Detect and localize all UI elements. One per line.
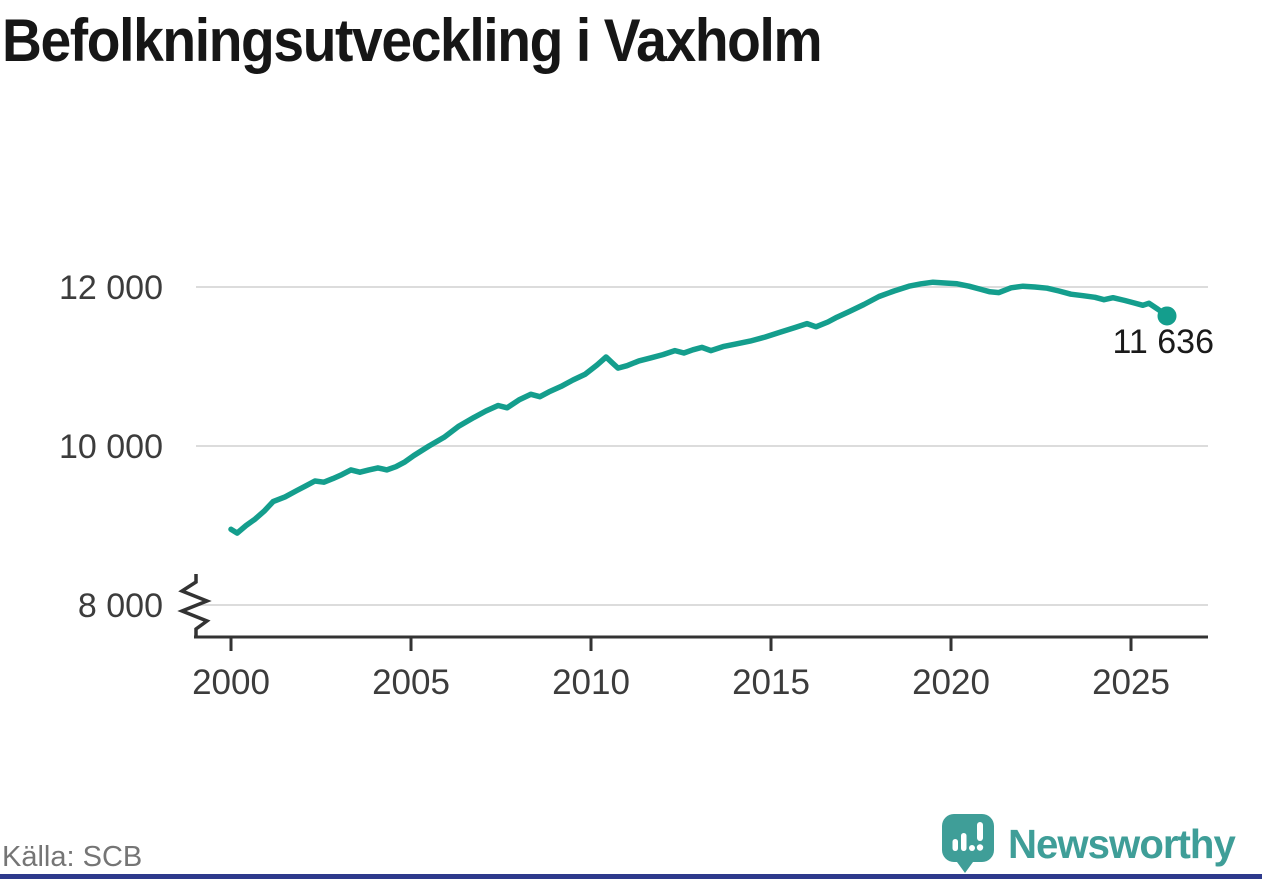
y-tick-label: 12 000 — [59, 269, 163, 307]
exclamation-dot — [976, 844, 984, 851]
x-tick-label: 2000 — [192, 663, 270, 702]
y-tick-label: 8 000 — [78, 587, 163, 625]
x-tick-label: 2010 — [552, 663, 630, 702]
source-note: Källa: SCB — [2, 841, 143, 873]
newsworthy-brand: Newsworthy — [942, 814, 1240, 875]
speech-bubble-shape — [942, 814, 994, 873]
newsworthy-wordmark: Newsworthy — [1008, 821, 1236, 867]
y-tick-label: 10 000 — [59, 428, 163, 466]
bottom-accent-bar — [0, 874, 1262, 879]
population-line — [228, 279, 1170, 536]
x-tick-label: 2025 — [1092, 663, 1170, 702]
bar-short — [952, 839, 958, 851]
exclamation-bar — [977, 822, 983, 841]
end-point-dot — [1157, 306, 1177, 326]
axis-break-icon — [177, 574, 212, 637]
bar-dot — [969, 845, 975, 851]
x-tick-label: 2005 — [372, 663, 450, 702]
x-tick-label: 2015 — [732, 663, 810, 702]
bar-tall — [961, 833, 967, 851]
page-title: Befolkningsutveckling i Vaxholm — [2, 7, 823, 74]
end-value-label: 11 636 — [1113, 323, 1214, 361]
x-tick-label: 2020 — [912, 663, 990, 702]
newsworthy-logo-icon — [942, 814, 994, 873]
